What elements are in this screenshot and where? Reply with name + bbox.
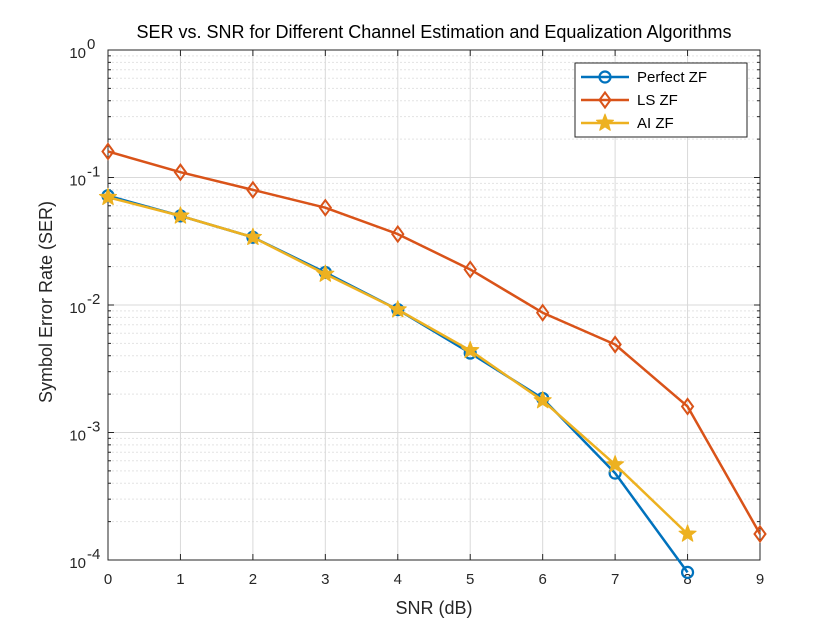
data-point xyxy=(171,206,190,224)
x-axis-title: SNR (dB) xyxy=(395,598,472,618)
data-point xyxy=(461,340,480,359)
y-tick-label: 10 xyxy=(69,300,86,317)
x-tick-label: 3 xyxy=(321,571,329,588)
x-tick-label: 1 xyxy=(176,571,184,588)
legend-item: LS ZF xyxy=(581,90,678,110)
y-tick-exponent: -3 xyxy=(87,419,100,436)
x-tick-label: 2 xyxy=(249,571,257,588)
data-point xyxy=(173,163,188,182)
y-tick-label: 10 xyxy=(69,173,86,190)
legend-marker xyxy=(598,70,612,84)
legend-label: AI ZF xyxy=(637,115,674,132)
y-tick-label: 10 xyxy=(69,555,86,572)
x-tick-label: 8 xyxy=(683,571,691,588)
data-point xyxy=(680,397,695,416)
x-tick-label: 6 xyxy=(538,571,546,588)
data-point xyxy=(318,198,333,217)
legend-label: Perfect ZF xyxy=(637,69,707,86)
y-tick-exponent: -2 xyxy=(87,291,100,308)
x-tick-label: 7 xyxy=(611,571,619,588)
x-tick-label: 5 xyxy=(466,571,474,588)
y-tick-label: 10 xyxy=(69,428,86,445)
series-ls-zf xyxy=(101,142,767,544)
data-point xyxy=(606,455,625,473)
legend-label: LS ZF xyxy=(637,92,678,109)
data-point xyxy=(243,227,262,246)
y-tick-label: 10 xyxy=(69,45,86,62)
legend: Perfect ZF LS ZF AI ZF xyxy=(574,62,748,138)
x-tick-label: 4 xyxy=(394,571,402,588)
series-line xyxy=(107,150,762,535)
data-point xyxy=(98,187,118,206)
data-point xyxy=(533,391,552,409)
data-point xyxy=(388,300,407,318)
data-point xyxy=(753,524,767,544)
x-tick-label: 0 xyxy=(104,571,112,588)
y-tick-exponent: 0 xyxy=(87,36,95,53)
data-point xyxy=(246,180,260,200)
data-point xyxy=(678,524,697,542)
data-point xyxy=(463,260,477,279)
x-tick-label: 9 xyxy=(756,571,764,588)
y-tick-exponent: -4 xyxy=(87,546,100,563)
data-point xyxy=(101,142,115,161)
data-point xyxy=(680,565,695,579)
y-axis-title: Symbol Error Rate (SER) xyxy=(36,201,56,403)
series-layer xyxy=(98,142,767,579)
legend-item: AI ZF xyxy=(581,113,674,132)
data-point xyxy=(316,264,335,282)
legend-item: Perfect ZF xyxy=(581,69,707,86)
y-tick-exponent: -1 xyxy=(87,164,100,181)
data-point xyxy=(535,303,550,322)
series-ai-zf xyxy=(98,187,697,542)
data-point xyxy=(391,224,405,244)
legend-marker xyxy=(595,113,615,131)
data-point xyxy=(608,335,622,354)
chart-title: SER vs. SNR for Different Channel Estima… xyxy=(137,22,732,42)
legend-marker xyxy=(598,90,612,110)
